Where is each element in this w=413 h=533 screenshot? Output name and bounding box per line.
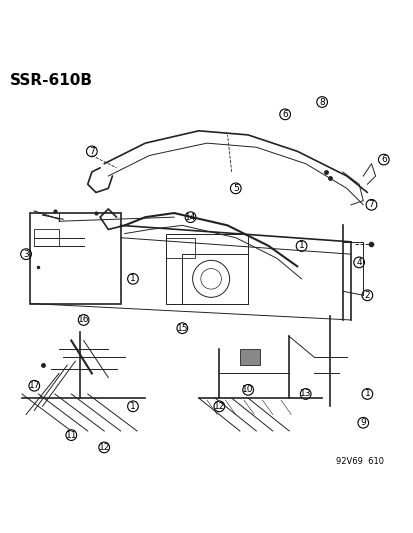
Text: 7: 7 bbox=[89, 147, 95, 156]
Text: 9: 9 bbox=[360, 418, 365, 427]
Text: 1: 1 bbox=[130, 274, 135, 284]
Text: 17: 17 bbox=[28, 381, 40, 390]
Text: 11: 11 bbox=[65, 431, 77, 440]
Bar bbox=[166, 233, 247, 303]
Text: 10: 10 bbox=[242, 385, 253, 394]
Text: 3: 3 bbox=[23, 249, 29, 259]
Text: 13: 13 bbox=[299, 390, 311, 399]
Text: 12: 12 bbox=[213, 402, 225, 411]
Text: 1: 1 bbox=[130, 402, 135, 411]
Text: 6: 6 bbox=[282, 110, 287, 119]
Text: 8: 8 bbox=[318, 98, 324, 107]
Text: 12: 12 bbox=[98, 443, 109, 452]
Bar bbox=[166, 238, 194, 259]
Bar bbox=[239, 349, 260, 365]
Text: 1: 1 bbox=[298, 241, 304, 251]
Text: 5: 5 bbox=[233, 184, 238, 193]
Text: 4: 4 bbox=[356, 258, 361, 267]
Text: 6: 6 bbox=[380, 155, 386, 164]
Text: 16: 16 bbox=[78, 316, 89, 325]
Bar bbox=[30, 213, 120, 303]
Bar bbox=[34, 230, 59, 246]
Text: 15: 15 bbox=[176, 324, 188, 333]
Text: 7: 7 bbox=[368, 200, 373, 209]
Text: 2: 2 bbox=[364, 291, 369, 300]
Text: 1: 1 bbox=[363, 390, 369, 399]
Bar bbox=[182, 254, 247, 303]
Text: 14: 14 bbox=[185, 213, 196, 222]
Text: 92V69  610: 92V69 610 bbox=[335, 457, 383, 466]
Text: SSR-610B: SSR-610B bbox=[9, 73, 93, 88]
